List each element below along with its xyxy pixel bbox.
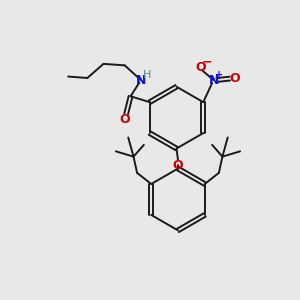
Text: O: O	[173, 158, 183, 172]
Text: +: +	[215, 70, 223, 80]
Text: H: H	[143, 70, 152, 80]
Text: N: N	[136, 74, 146, 87]
Text: O: O	[230, 72, 240, 85]
Text: O: O	[119, 113, 130, 126]
Text: N: N	[208, 74, 219, 87]
Text: O: O	[195, 61, 206, 74]
Text: −: −	[202, 56, 212, 69]
